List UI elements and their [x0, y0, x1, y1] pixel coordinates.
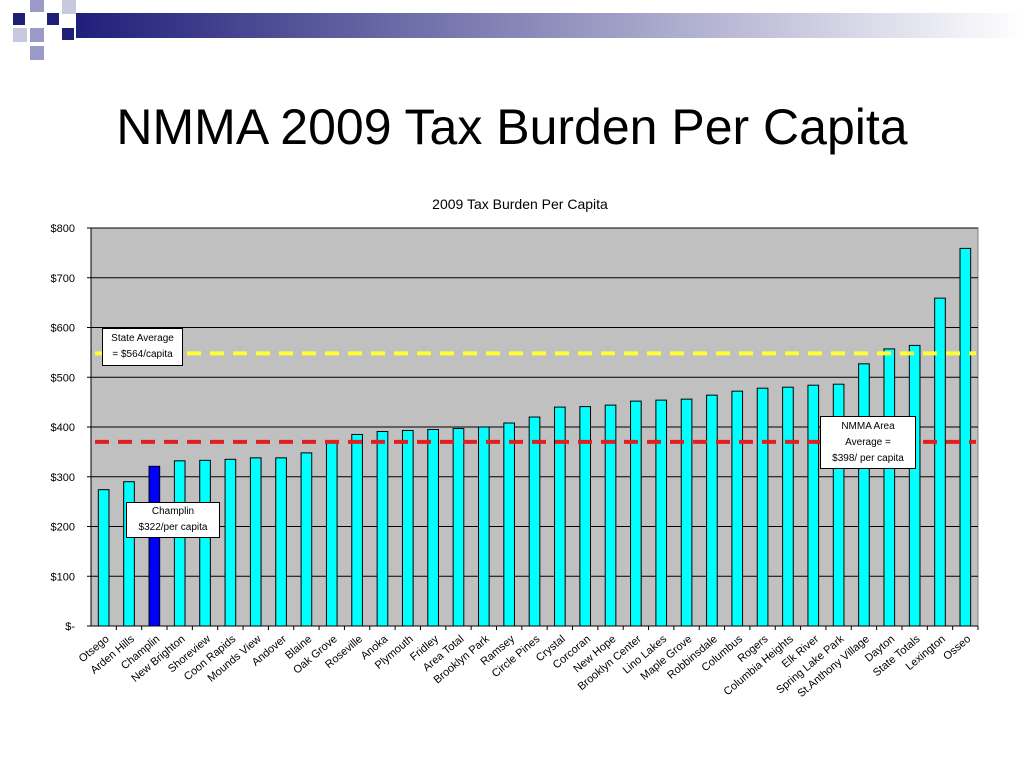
bar — [452, 427, 465, 627]
bar — [908, 344, 921, 627]
nmma-average-callout: NMMA Area Average = $398/ per capita — [820, 416, 916, 469]
deco-square — [47, 13, 59, 25]
bar — [782, 386, 794, 627]
bar — [528, 416, 541, 627]
y-tick-label: $500 — [51, 372, 75, 384]
bar — [807, 384, 820, 627]
bar — [604, 404, 617, 627]
y-tick-label: $700 — [51, 273, 75, 285]
y-tick-label: $400 — [51, 422, 75, 434]
champlin-line2: $322/per capita — [138, 522, 208, 533]
deco-square — [13, 28, 27, 42]
bar — [199, 459, 211, 627]
bar — [427, 428, 439, 627]
deco-square — [13, 13, 25, 25]
bar — [351, 433, 363, 627]
champlin-callout: Champlin $322/per capita — [126, 502, 220, 538]
decorative-header-graphic — [13, 0, 1024, 60]
y-tick-label: $200 — [51, 522, 75, 534]
bar — [883, 348, 896, 627]
y-tick-label: $600 — [51, 323, 75, 335]
y-tick-label: $100 — [51, 571, 75, 583]
bar — [275, 457, 287, 627]
state-average-line2: = $564/capita — [112, 349, 173, 360]
bar — [249, 457, 262, 627]
bar — [97, 489, 110, 627]
bar — [706, 394, 718, 627]
x-tick-label: Osseo — [941, 633, 973, 663]
bar — [477, 426, 490, 627]
bar — [376, 430, 389, 627]
bar — [401, 429, 414, 627]
y-tick-label: $800 — [51, 223, 75, 235]
nmma-average-line2: Average = — [845, 437, 891, 448]
bar — [325, 442, 338, 627]
state-average-line1: State Average — [111, 333, 174, 344]
champlin-line1: Champlin — [151, 506, 195, 517]
deco-square — [62, 0, 76, 14]
bar — [503, 422, 515, 627]
bar — [300, 452, 313, 627]
bar — [959, 247, 972, 627]
header-gradient-bar — [76, 13, 1024, 38]
deco-square — [30, 0, 44, 12]
bar — [173, 460, 186, 627]
bar — [832, 383, 845, 627]
bar — [680, 398, 693, 627]
nmma-average-line3: $398/ per capita — [832, 453, 904, 464]
bar — [123, 481, 135, 627]
bar — [934, 297, 946, 627]
y-tick-label: $300 — [51, 472, 75, 484]
bar — [579, 406, 592, 627]
bar — [554, 406, 566, 627]
y-tick-label: $- — [65, 621, 75, 633]
deco-square — [30, 46, 44, 60]
chart-title: 2009 Tax Burden Per Capita — [432, 196, 608, 212]
bar — [731, 390, 744, 627]
nmma-average-line1: NMMA Area — [841, 421, 895, 432]
bar — [148, 465, 161, 627]
bar — [630, 400, 642, 627]
deco-square — [30, 28, 44, 42]
bar — [858, 363, 870, 627]
bar — [655, 399, 668, 627]
bar — [224, 458, 237, 627]
state-average-callout: State Average = $564/capita — [102, 328, 183, 366]
bar — [756, 387, 769, 627]
slide-title: NMMA 2009 Tax Burden Per Capita — [116, 99, 908, 155]
deco-square — [62, 28, 74, 40]
